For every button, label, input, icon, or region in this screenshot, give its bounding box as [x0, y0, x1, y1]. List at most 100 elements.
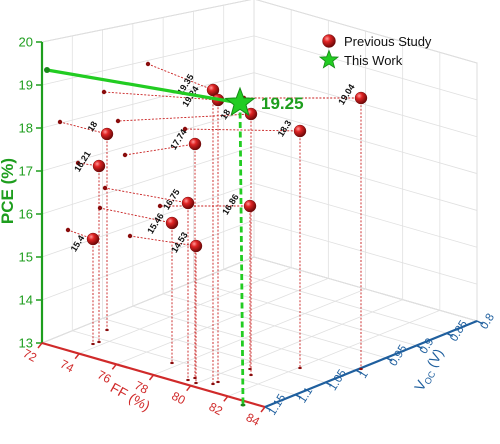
- z-axis-tick-label: 20: [19, 35, 33, 50]
- x-axis-tick-mark: [111, 363, 117, 370]
- grid-voc-line: [132, 23, 356, 371]
- wall-projection-line: [184, 128, 301, 132]
- data-point-label: 15.46: [145, 211, 165, 235]
- grid-z-line: [41, 0, 478, 64]
- wall-left: [41, 0, 255, 344]
- wall-projection-line: [147, 63, 214, 91]
- data-point-this-work: [224, 86, 256, 117]
- this-work-drop-line: [238, 102, 245, 405]
- wall-projection-dot: [182, 126, 188, 132]
- wall-projection-dot: [57, 119, 63, 125]
- this-work-wall-projection-dot: [44, 67, 50, 73]
- wall-projection-line: [124, 143, 196, 156]
- x-axis-tick-label: 80: [169, 389, 188, 408]
- y-axis-line: [264, 319, 478, 409]
- z-axis-title: PCE (%): [0, 158, 17, 224]
- grid-voc-line: [223, 5, 447, 334]
- x-axis-tick-label: 82: [207, 399, 226, 418]
- x-axis-tick-mark: [148, 374, 155, 381]
- floor-projection-dot: [194, 381, 198, 385]
- wall-projection-dot: [157, 203, 163, 209]
- wall-projection-line: [103, 91, 219, 101]
- grid-ff-line: [227, 52, 441, 397]
- data-point-label: 19.04: [336, 82, 356, 106]
- grid-voc-line: [193, 11, 417, 346]
- x-axis-tick-label: 76: [95, 367, 114, 386]
- chart-legend: Previous Study This Work: [318, 34, 432, 69]
- wall-projection-dot: [102, 185, 108, 191]
- x-axis-tick-mark: [186, 385, 192, 392]
- y-axis-tick-mark: [325, 381, 332, 387]
- data-point-label: 16.75: [161, 187, 181, 211]
- floor-projection-dot: [249, 373, 253, 377]
- floor-projection-dot: [91, 342, 95, 346]
- x-axis-tick-mark: [260, 406, 266, 413]
- y-axis-tick-mark: [385, 357, 393, 362]
- this-work-wall-projection-line: [46, 68, 241, 105]
- data-point-label: 17.74: [168, 127, 188, 151]
- z-axis-tick-label: 15: [19, 250, 33, 265]
- floor-projection-dot: [216, 380, 220, 384]
- legend-marker-previous-study: [322, 34, 336, 48]
- legend-label-this-work: This Work: [344, 53, 403, 68]
- y-axis-tick-mark: [446, 332, 454, 337]
- x-axis-tick-mark: [74, 353, 80, 360]
- grid-z-line: [41, 72, 478, 138]
- x-axis-tick-mark: [37, 342, 43, 349]
- wall-projection-dot: [127, 233, 133, 239]
- this-work-floor-projection-dot: [240, 403, 246, 407]
- z-axis-tick-label: 18: [19, 121, 33, 136]
- grid-ff-line: [79, 9, 292, 355]
- x-axis-tick-label: 84: [244, 410, 263, 429]
- y-axis-tick-label: 1.15: [266, 392, 288, 417]
- y-axis-tick-label: 0.95: [388, 343, 410, 368]
- data-point-previous-study: [188, 137, 202, 151]
- x-axis-tick-label: 72: [21, 346, 40, 365]
- this-work-value-label: 19.25: [261, 94, 304, 113]
- floor-projection-dot: [298, 366, 302, 370]
- data-point-previous-study: [100, 127, 114, 141]
- data-point-previous-study: [354, 91, 368, 105]
- y-axis-tick-mark: [476, 320, 484, 325]
- data-point-label: 18: [219, 108, 233, 122]
- data-point-label: 15.4: [69, 233, 87, 253]
- x-axis-tick-mark: [223, 395, 229, 402]
- y-axis-tick-mark: [264, 406, 272, 411]
- wall-projection-line: [99, 207, 173, 224]
- floor-projection-dot: [170, 361, 174, 365]
- grid-voc-line: [71, 35, 296, 396]
- grid-ff-line: [41, 0, 255, 344]
- wall-projection-dot: [97, 205, 103, 211]
- x-axis-tick-label: 78: [132, 378, 151, 397]
- data-point-previous-study: [293, 124, 307, 138]
- floor-projection-dot: [186, 378, 190, 382]
- z-axis-tick-label: 19: [19, 78, 33, 93]
- y-axis-tick-mark: [355, 369, 363, 374]
- z-axis-tick-label: 13: [19, 336, 33, 351]
- data-point-previous-study: [92, 159, 106, 173]
- wall-projection-dot: [75, 160, 81, 166]
- floor-projection-dot: [248, 367, 252, 371]
- grid-voc-line: [253, 0, 478, 322]
- wall-projection-dot: [145, 61, 151, 67]
- floor-projection-dot: [359, 367, 363, 371]
- z-axis-tick-label: 16: [19, 207, 33, 222]
- data-point-label: 16.86: [220, 192, 240, 216]
- y-axis-tick-label: 1.05: [327, 368, 349, 393]
- wall-projection-line: [129, 235, 197, 247]
- y-axis-tick-label: 0.85: [448, 319, 470, 344]
- data-point-previous-study: [189, 239, 203, 253]
- wall-projection-dot: [122, 152, 128, 158]
- data-point-previous-study: [181, 196, 195, 210]
- grid-voc-line: [162, 17, 387, 359]
- data-point-previous-study: [206, 83, 220, 97]
- data-point-previous-study: [243, 199, 257, 213]
- wall-projection-dot: [115, 118, 121, 124]
- wall-projection-dot: [65, 227, 71, 233]
- wall-projection-line: [117, 113, 252, 122]
- y-axis-tick-label: 0.8: [478, 312, 497, 332]
- floor-projection-dot: [105, 328, 109, 332]
- z-axis-tick-label: 17: [19, 164, 33, 179]
